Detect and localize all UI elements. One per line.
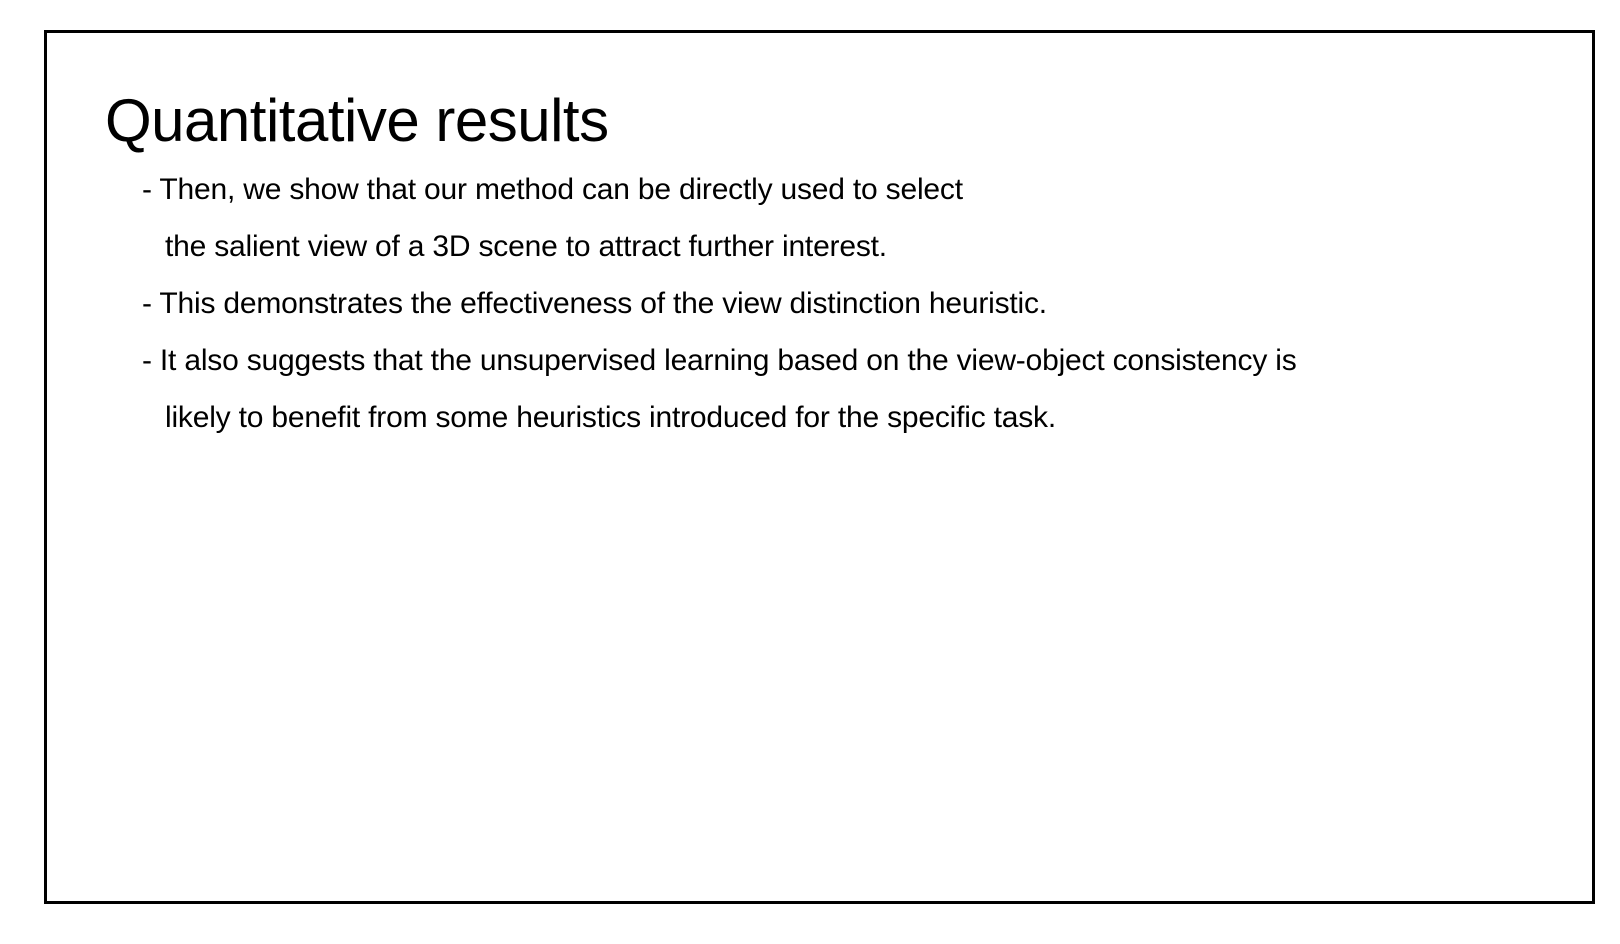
- bullet-line-1: - Then, we show that our method can be d…: [142, 173, 963, 206]
- bullet-line-3: - It also suggests that the unsupervised…: [142, 344, 1297, 377]
- bullet-line-2: - This demonstrates the effectiveness of…: [142, 287, 1047, 320]
- bullet-continuation-line-1: the salient view of a 3D scene to attrac…: [165, 230, 887, 263]
- slide-frame: Quantitative results - Then, we show tha…: [44, 30, 1595, 904]
- bullet-continuation-line-3: likely to benefit from some heuristics i…: [165, 401, 1056, 434]
- slide-title: Quantitative results: [105, 87, 609, 154]
